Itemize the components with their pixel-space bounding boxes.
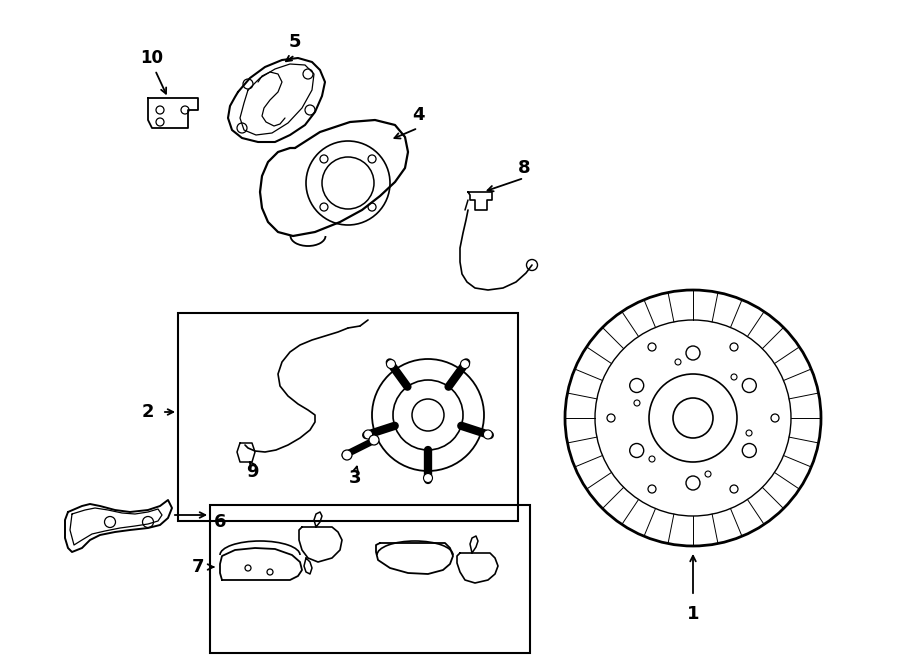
Circle shape	[342, 450, 352, 460]
Text: 5: 5	[289, 33, 302, 51]
Bar	[210, 505, 530, 653]
Circle shape	[369, 435, 379, 445]
Text: 2: 2	[142, 403, 154, 421]
Circle shape	[386, 360, 395, 369]
Circle shape	[424, 473, 433, 483]
Circle shape	[364, 430, 373, 439]
Text: 6: 6	[214, 513, 226, 531]
Text: 1: 1	[687, 605, 699, 623]
Text: 10: 10	[140, 49, 164, 67]
Text: 4: 4	[412, 106, 424, 124]
Bar	[178, 313, 518, 521]
Text: 9: 9	[246, 463, 258, 481]
Text: 7: 7	[192, 558, 204, 576]
Circle shape	[483, 430, 492, 439]
Circle shape	[461, 360, 470, 369]
Text: 8: 8	[518, 159, 530, 177]
Text: 3: 3	[349, 469, 361, 487]
